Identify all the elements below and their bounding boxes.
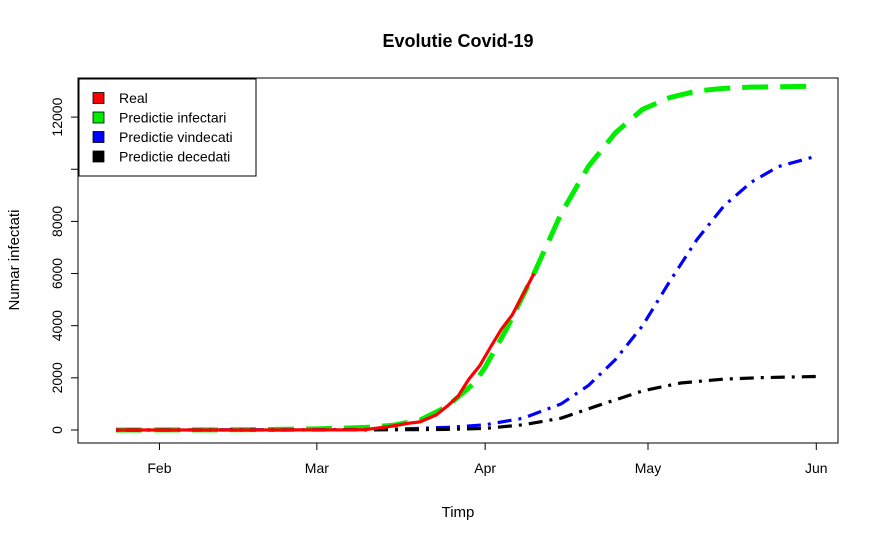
legend-label: Predictie infectari <box>119 110 226 126</box>
y-tick-label: 2000 <box>49 362 65 393</box>
legend-label: Predictie decedati <box>119 149 230 165</box>
x-axis-label: Timp <box>442 504 475 521</box>
y-axis-label: Numar infectati <box>6 210 23 311</box>
legend: Real Predictie infectari Predictie vindeca… <box>78 78 257 177</box>
x-tick-label: Feb <box>147 460 171 476</box>
x-tick-label: Jun <box>805 460 828 476</box>
legend-swatch <box>92 111 105 124</box>
x-tick-label: Mar <box>305 460 329 476</box>
legend-box <box>78 78 257 177</box>
legend-swatch <box>92 150 105 163</box>
y-tick-label: 6000 <box>49 258 65 289</box>
legend-swatch <box>92 92 105 104</box>
series-layer <box>115 83 817 433</box>
series-line-1 <box>115 272 536 432</box>
x-tick-label: May <box>635 460 661 476</box>
legend-label: Predictie vindecati <box>119 129 233 145</box>
legend-swatch <box>92 131 105 143</box>
y-tick-label: 0 <box>49 426 65 434</box>
y-tick-label: 4000 <box>49 310 65 341</box>
y-tick-label: 12000 <box>49 97 65 136</box>
series-line-3 <box>115 154 817 432</box>
plot-frame <box>77 77 839 444</box>
y-tick-label: 8000 <box>49 206 65 237</box>
legend-label: Real <box>119 90 148 106</box>
chart-title: Evolutie Covid-19 <box>382 31 533 51</box>
x-tick-label: Apr <box>474 460 496 476</box>
series-line-4 <box>116 374 817 432</box>
